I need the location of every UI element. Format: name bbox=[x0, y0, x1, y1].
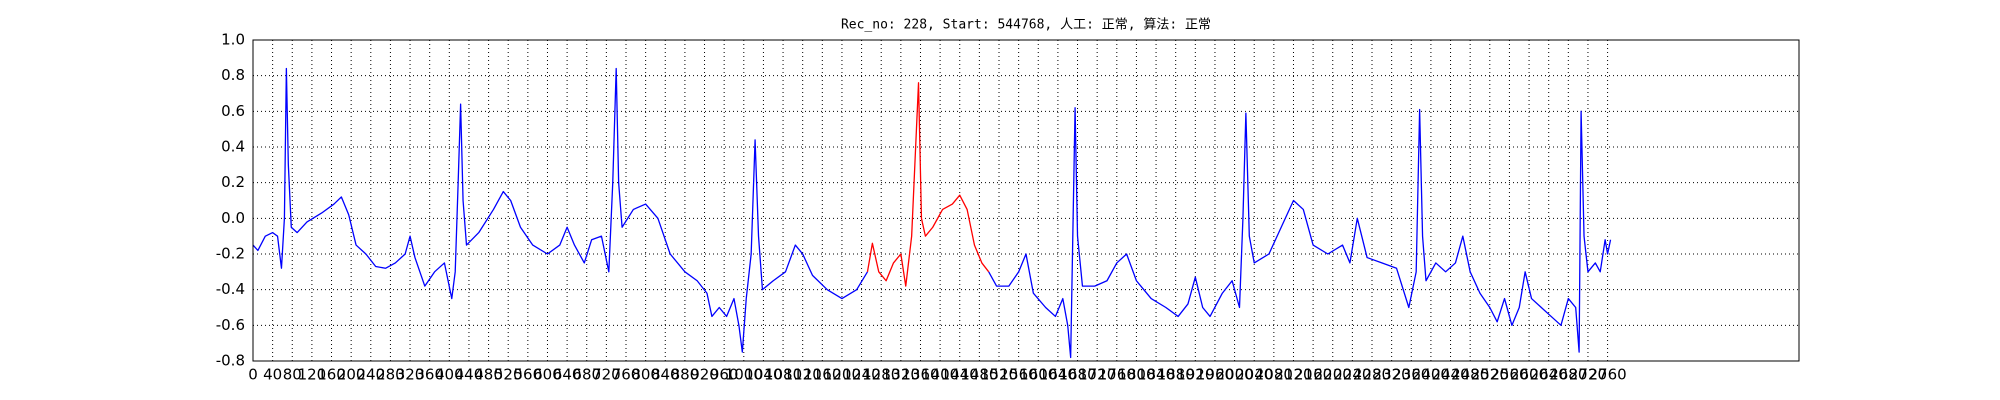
x-tick-label: 2160 bbox=[1294, 366, 1332, 384]
x-tick-label: 2640 bbox=[1530, 366, 1568, 384]
x-tick-label: 280 bbox=[376, 366, 405, 384]
x-tick-label: 680 bbox=[572, 366, 601, 384]
x-tick-label: 2240 bbox=[1333, 366, 1371, 384]
x-tick-label: 2080 bbox=[1255, 366, 1293, 384]
x-tick-label: 960 bbox=[710, 366, 739, 384]
x-tick-label: 2440 bbox=[1431, 366, 1469, 384]
x-tick-label: 2400 bbox=[1412, 366, 1450, 384]
x-tick-label: 0 bbox=[248, 366, 258, 384]
x-tick-label: 1200 bbox=[823, 366, 861, 384]
ecg-line bbox=[866, 82, 990, 287]
x-tick-label: 1960 bbox=[1196, 366, 1234, 384]
x-tick-label: 360 bbox=[415, 366, 444, 384]
x-tick-label: 720 bbox=[592, 366, 621, 384]
x-tick-label: 1400 bbox=[921, 366, 959, 384]
x-tick-label: 1000 bbox=[725, 366, 763, 384]
x-tick-label: 2040 bbox=[1235, 366, 1273, 384]
x-tick-label: 1840 bbox=[1137, 366, 1175, 384]
x-tick-label: 1720 bbox=[1078, 366, 1116, 384]
x-tick-label: 1160 bbox=[803, 366, 841, 384]
x-tick-label: 2480 bbox=[1451, 366, 1489, 384]
x-tick-label: 240 bbox=[356, 366, 385, 384]
chart-title: Rec_no: 228, Start: 544768, 人工: 正常, 算法: … bbox=[841, 18, 1211, 33]
x-tick-label: 80 bbox=[283, 366, 302, 384]
x-tick-label: 2320 bbox=[1373, 366, 1411, 384]
x-tick-label: 920 bbox=[690, 366, 719, 384]
x-tick-label: 1440 bbox=[941, 366, 979, 384]
x-tick-label: 2560 bbox=[1490, 366, 1528, 384]
y-tick-label: 0.2 bbox=[221, 173, 245, 191]
x-tick-label: 120 bbox=[298, 366, 327, 384]
x-tick-label: 1640 bbox=[1039, 366, 1077, 384]
x-tick-label: 1120 bbox=[784, 366, 822, 384]
y-tick-label: -0.2 bbox=[216, 245, 245, 263]
x-tick-label: 480 bbox=[474, 366, 503, 384]
y-tick-label: 0.6 bbox=[221, 102, 245, 120]
x-tick-label: 2280 bbox=[1353, 366, 1391, 384]
x-tick-label: 560 bbox=[514, 366, 543, 384]
x-tick-label: 320 bbox=[396, 366, 425, 384]
x-tick-label: 640 bbox=[553, 366, 582, 384]
x-tick-label: 520 bbox=[494, 366, 523, 384]
x-tick-label: 880 bbox=[671, 366, 700, 384]
y-tick-label: -0.8 bbox=[216, 352, 245, 370]
x-tick-label: 2600 bbox=[1510, 366, 1548, 384]
y-tick-label: 0.8 bbox=[221, 66, 245, 84]
x-tick-label: 40 bbox=[263, 366, 282, 384]
x-tick-label: 1680 bbox=[1058, 366, 1096, 384]
x-tick-label: 160 bbox=[317, 366, 346, 384]
x-tick-label: 1560 bbox=[1000, 366, 1038, 384]
plot-frame bbox=[252, 39, 1800, 362]
x-tick-label: 2520 bbox=[1471, 366, 1509, 384]
x-tick-label: 200 bbox=[337, 366, 366, 384]
x-tick-label: 1600 bbox=[1019, 366, 1057, 384]
x-tick-label: 2680 bbox=[1549, 366, 1587, 384]
x-tick-label: 400 bbox=[435, 366, 464, 384]
x-tick-label: 440 bbox=[455, 366, 484, 384]
x-tick-label: 2000 bbox=[1215, 366, 1253, 384]
x-tick-label: 800 bbox=[631, 366, 660, 384]
x-tick-label: 2200 bbox=[1314, 366, 1352, 384]
x-tick-label: 2360 bbox=[1392, 366, 1430, 384]
x-tick-label: 1520 bbox=[980, 366, 1018, 384]
x-tick-label: 840 bbox=[651, 366, 680, 384]
y-tick-label: 1.0 bbox=[221, 31, 245, 49]
x-tick-label: 760 bbox=[612, 366, 641, 384]
y-tick-label: -0.6 bbox=[216, 316, 245, 334]
x-tick-label: 1320 bbox=[882, 366, 920, 384]
x-tick-label: 600 bbox=[533, 366, 562, 384]
x-tick-label: 1240 bbox=[842, 366, 880, 384]
x-tick-label: 1800 bbox=[1117, 366, 1155, 384]
y-tick-label: -0.4 bbox=[216, 280, 245, 298]
x-tick-label: 1880 bbox=[1157, 366, 1195, 384]
x-tick-label: 2120 bbox=[1274, 366, 1312, 384]
x-tick-label: 2760 bbox=[1588, 366, 1626, 384]
x-tick-label: 1760 bbox=[1098, 366, 1136, 384]
x-tick-label: 1480 bbox=[960, 366, 998, 384]
x-tick-label: 2720 bbox=[1569, 366, 1607, 384]
x-tick-label: 1080 bbox=[764, 366, 802, 384]
x-tick-label: 1920 bbox=[1176, 366, 1214, 384]
x-tick-label: 1280 bbox=[862, 366, 900, 384]
y-tick-label: 0.4 bbox=[221, 138, 245, 156]
x-tick-label: 1360 bbox=[901, 366, 939, 384]
x-tick-label: 1040 bbox=[744, 366, 782, 384]
ecg-line bbox=[252, 67, 1612, 359]
y-tick-label: 0.0 bbox=[221, 209, 245, 227]
